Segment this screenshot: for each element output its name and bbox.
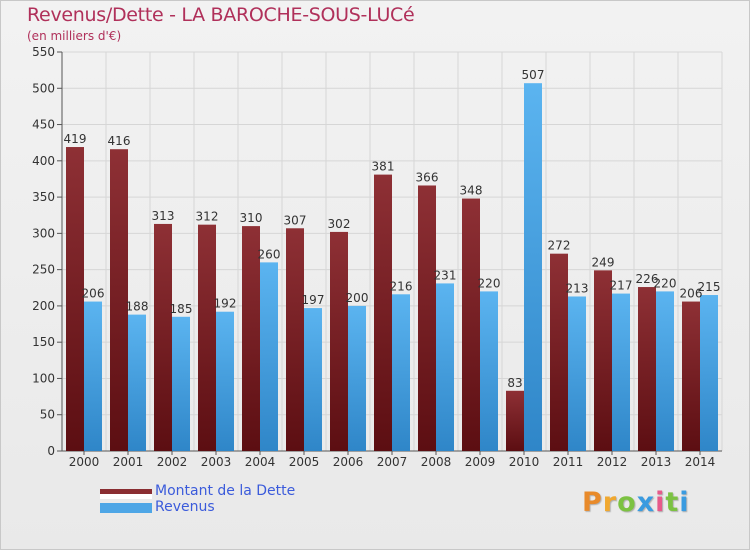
y-tick-label: 50 [40, 408, 55, 422]
data-label-revenus-2005: 197 [302, 293, 325, 307]
bar-dette-2013 [638, 287, 656, 451]
bar-dette-2002 [154, 223, 172, 451]
x-tick-label-2001: 2001 [113, 455, 144, 469]
bar-revenus-2011 [568, 296, 586, 451]
bars [66, 83, 718, 452]
bar-revenus-2005 [304, 308, 322, 451]
x-tick-label-2006: 2006 [333, 455, 364, 469]
bar-revenus-2006 [348, 305, 366, 451]
data-label-dette-2001: 416 [108, 134, 131, 148]
x-tick-label-2002: 2002 [157, 455, 188, 469]
bar-dette-2009 [462, 198, 480, 451]
y-tick-label: 0 [47, 444, 55, 458]
legend-label-revenus: Revenus [155, 499, 215, 515]
x-tick-label-2004: 2004 [245, 455, 276, 469]
y-tick-label: 300 [32, 226, 55, 240]
bar-revenus-2001 [128, 314, 146, 451]
y-tick-label: 250 [32, 263, 55, 277]
x-tick-label-2007: 2007 [377, 455, 408, 469]
legend-swatch-dette [100, 489, 152, 499]
data-label-dette-2003: 312 [196, 210, 219, 224]
bar-dette-2004 [242, 226, 260, 451]
data-label-dette-2005: 307 [284, 213, 307, 227]
y-tick-label: 400 [32, 154, 55, 168]
data-label-dette-2013: 226 [636, 272, 659, 286]
data-label-dette-2007: 381 [372, 160, 395, 174]
bar-dette-2005 [286, 228, 304, 451]
x-tick-label-2005: 2005 [289, 455, 320, 469]
bar-revenus-2000 [84, 301, 102, 451]
data-label-revenus-2006: 200 [346, 291, 369, 305]
y-tick-label: 500 [32, 81, 55, 95]
bar-revenus-2002 [172, 316, 190, 451]
tick-labels: 0 50 100 150 200 250 300 350 400 450 500 550 2000 200… [32, 45, 715, 469]
data-label-revenus-2010: 507 [522, 68, 545, 82]
data-label-revenus-2007: 216 [390, 279, 413, 293]
data-label-revenus-2012: 217 [610, 279, 633, 293]
bar-dette-2010 [506, 390, 524, 451]
x-tick-label-2011: 2011 [553, 455, 584, 469]
bar-dette-2011 [550, 253, 568, 451]
bar-revenus-2008 [436, 283, 454, 451]
legend-label-dette: Montant de la Dette [155, 483, 296, 499]
bar-revenus-2013 [656, 291, 674, 451]
chart-subtitle: (en milliers d'€) [27, 29, 122, 43]
bar-revenus-2012 [612, 293, 630, 451]
bar-dette-2007 [374, 174, 392, 452]
data-label-dette-2002: 313 [152, 209, 175, 223]
data-label-revenus-2000: 206 [82, 287, 105, 301]
y-tick-label: 150 [32, 335, 55, 349]
bar-revenus-2010 [524, 83, 542, 451]
bar-revenus-2009 [480, 291, 498, 451]
y-tick-label: 450 [32, 118, 55, 132]
bar-dette-2012 [594, 270, 612, 451]
data-label-dette-2010: 83 [507, 376, 522, 390]
data-label-revenus-2013: 220 [654, 276, 677, 290]
data-label-revenus-2011: 213 [566, 281, 589, 295]
bar-dette-2006 [330, 231, 348, 451]
x-tick-label-2003: 2003 [201, 455, 232, 469]
bar-revenus-2003 [216, 311, 234, 451]
data-label-dette-2014: 206 [680, 287, 703, 301]
data-label-revenus-2004: 260 [258, 247, 281, 261]
data-label-dette-2000: 419 [64, 132, 87, 146]
data-label-revenus-2001: 188 [126, 300, 149, 314]
data-label-dette-2009: 348 [460, 184, 483, 198]
brand-logo: Proxiti [582, 487, 690, 518]
data-label-dette-2008: 366 [416, 170, 439, 184]
bar-dette-2000 [66, 147, 84, 451]
chart-title: Revenus/Dette - LA BAROCHE-SOUS-LUCé [27, 4, 415, 26]
data-label-revenus-2014: 215 [698, 280, 721, 294]
bar-revenus-2014 [700, 295, 718, 451]
data-label-revenus-2009: 220 [478, 276, 501, 290]
x-tick-label-2009: 2009 [465, 455, 496, 469]
data-label-revenus-2002: 185 [170, 302, 193, 316]
bar-revenus-2007 [392, 294, 410, 451]
x-tick-label-2000: 2000 [69, 455, 100, 469]
data-labels: 419 206 416 188 313 185 312 192 310 260 307 197 302 2… [64, 68, 721, 390]
data-label-dette-2004: 310 [240, 211, 263, 225]
y-tick-label: 350 [32, 190, 55, 204]
bar-dette-2001 [110, 149, 128, 451]
x-tick-label-2008: 2008 [421, 455, 452, 469]
bar-dette-2014 [682, 301, 700, 451]
x-tick-label-2010: 2010 [509, 455, 540, 469]
data-label-revenus-2008: 231 [434, 268, 457, 282]
x-tick-label-2014: 2014 [685, 455, 716, 469]
y-tick-label: 550 [32, 45, 55, 59]
bar-dette-2008 [418, 185, 436, 451]
bar-revenus-2004 [260, 262, 278, 451]
data-label-revenus-2003: 192 [214, 297, 237, 311]
y-tick-label: 100 [32, 371, 55, 385]
data-label-dette-2012: 249 [592, 255, 615, 269]
x-tick-label-2013: 2013 [641, 455, 672, 469]
data-label-dette-2006: 302 [328, 217, 351, 231]
bar-dette-2003 [198, 224, 216, 451]
legend-swatch-revenus [100, 503, 152, 513]
data-label-dette-2011: 272 [548, 239, 571, 253]
x-tick-label-2012: 2012 [597, 455, 628, 469]
y-tick-label: 200 [32, 299, 55, 313]
